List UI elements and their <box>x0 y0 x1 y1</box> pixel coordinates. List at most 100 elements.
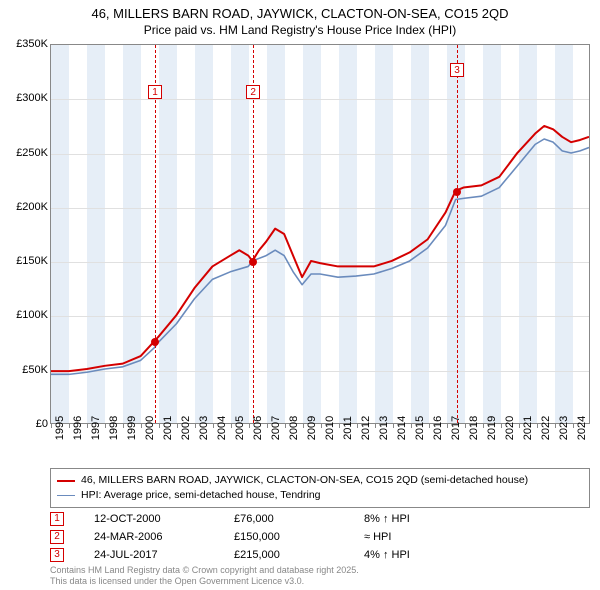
legend-label: HPI: Average price, semi-detached house,… <box>81 488 321 503</box>
x-tick <box>465 423 466 428</box>
x-axis-label: 2004 <box>216 416 228 440</box>
chart-legend: 46, MILLERS BARN ROAD, JAYWICK, CLACTON-… <box>50 468 590 508</box>
x-tick <box>411 423 412 428</box>
y-axis-label: £0 <box>36 418 48 430</box>
series-line-hpi <box>51 139 589 374</box>
x-tick <box>339 423 340 428</box>
event-row-price: £76,000 <box>234 510 334 528</box>
x-axis-label: 2015 <box>414 416 426 440</box>
legend-swatch <box>57 495 75 496</box>
x-axis-label: 2002 <box>180 416 192 440</box>
x-tick <box>447 423 448 428</box>
x-tick <box>159 423 160 428</box>
y-axis-label: £300K <box>16 92 48 104</box>
legend-label: 46, MILLERS BARN ROAD, JAYWICK, CLACTON-… <box>81 473 528 488</box>
x-tick <box>393 423 394 428</box>
x-tick <box>303 423 304 428</box>
x-axis-label: 2019 <box>486 416 498 440</box>
event-row: 2 24-MAR-2006 £150,000 ≈ HPI <box>50 528 590 546</box>
event-row-date: 12-OCT-2000 <box>94 510 204 528</box>
event-row-rel: 8% ↑ HPI <box>364 510 410 528</box>
x-tick <box>429 423 430 428</box>
x-tick <box>375 423 376 428</box>
chart-title-line1: 46, MILLERS BARN ROAD, JAYWICK, CLACTON-… <box>0 6 600 21</box>
event-row-marker: 2 <box>50 530 64 544</box>
x-tick <box>501 423 502 428</box>
chart-footnote: Contains HM Land Registry data © Crown c… <box>50 565 590 587</box>
event-vline <box>253 45 254 423</box>
x-tick <box>357 423 358 428</box>
event-row-price: £150,000 <box>234 528 334 546</box>
x-axis-label: 2010 <box>324 416 336 440</box>
x-tick <box>267 423 268 428</box>
x-axis-label: 2009 <box>306 416 318 440</box>
series-line-subject <box>51 126 589 371</box>
event-vline <box>155 45 156 423</box>
x-tick <box>195 423 196 428</box>
x-axis-label: 2020 <box>504 416 516 440</box>
x-tick <box>555 423 556 428</box>
event-data-dot <box>453 188 461 196</box>
x-tick <box>105 423 106 428</box>
x-tick <box>285 423 286 428</box>
x-axis-label: 2024 <box>576 416 588 440</box>
legend-swatch <box>57 480 75 482</box>
event-row: 1 12-OCT-2000 £76,000 8% ↑ HPI <box>50 510 590 528</box>
x-tick <box>321 423 322 428</box>
x-axis-label: 2001 <box>162 416 174 440</box>
x-axis-label: 1999 <box>126 416 138 440</box>
x-axis-label: 2021 <box>522 416 534 440</box>
x-axis-label: 2003 <box>198 416 210 440</box>
x-axis-label: 1997 <box>90 416 102 440</box>
event-marker-box: 3 <box>450 63 464 77</box>
x-axis-label: 2008 <box>288 416 300 440</box>
event-row-rel: 4% ↑ HPI <box>364 546 410 564</box>
x-tick <box>249 423 250 428</box>
y-axis-label: £350K <box>16 38 48 50</box>
footnote-line1: Contains HM Land Registry data © Crown c… <box>50 565 590 576</box>
chart-svg <box>51 45 589 423</box>
event-row-date: 24-JUL-2017 <box>94 546 204 564</box>
x-axis-label: 1996 <box>72 416 84 440</box>
x-axis-label: 2016 <box>432 416 444 440</box>
x-tick <box>519 423 520 428</box>
x-tick <box>87 423 88 428</box>
x-axis-label: 2000 <box>144 416 156 440</box>
x-axis-label: 2017 <box>450 416 462 440</box>
y-axis-label: £100K <box>16 309 48 321</box>
event-row-marker: 3 <box>50 548 64 562</box>
event-vline <box>457 45 458 423</box>
event-marker-box: 1 <box>148 85 162 99</box>
event-row-marker: 1 <box>50 512 64 526</box>
event-row-date: 24-MAR-2006 <box>94 528 204 546</box>
y-axis-label: £200K <box>16 201 48 213</box>
x-axis-label: 2013 <box>378 416 390 440</box>
x-tick <box>573 423 574 428</box>
x-axis-label: 2022 <box>540 416 552 440</box>
y-axis-label: £250K <box>16 147 48 159</box>
x-tick <box>177 423 178 428</box>
x-tick <box>123 423 124 428</box>
x-axis-label: 1995 <box>54 416 66 440</box>
x-tick <box>213 423 214 428</box>
x-tick <box>51 423 52 428</box>
x-axis-label: 2005 <box>234 416 246 440</box>
chart-plot-area: 1 2 3 <box>50 44 590 424</box>
x-axis-label: 2007 <box>270 416 282 440</box>
event-marker-box: 2 <box>246 85 260 99</box>
x-tick <box>141 423 142 428</box>
x-tick <box>483 423 484 428</box>
chart-title-line2: Price paid vs. HM Land Registry's House … <box>0 23 600 37</box>
x-tick <box>537 423 538 428</box>
x-axis-label: 2018 <box>468 416 480 440</box>
x-axis-label: 1998 <box>108 416 120 440</box>
event-row: 324-JUL-2017£215,0004% ↑ HPI <box>50 546 590 564</box>
footnote-line2: This data is licensed under the Open Gov… <box>50 576 590 587</box>
x-axis-label: 2023 <box>558 416 570 440</box>
x-axis-label: 2012 <box>360 416 372 440</box>
event-data-dot <box>151 338 159 346</box>
x-axis-label: 2014 <box>396 416 408 440</box>
event-row-rel: ≈ HPI <box>364 528 391 546</box>
legend-row-subject: 46, MILLERS BARN ROAD, JAYWICK, CLACTON-… <box>57 473 583 488</box>
y-axis-label: £150K <box>16 255 48 267</box>
